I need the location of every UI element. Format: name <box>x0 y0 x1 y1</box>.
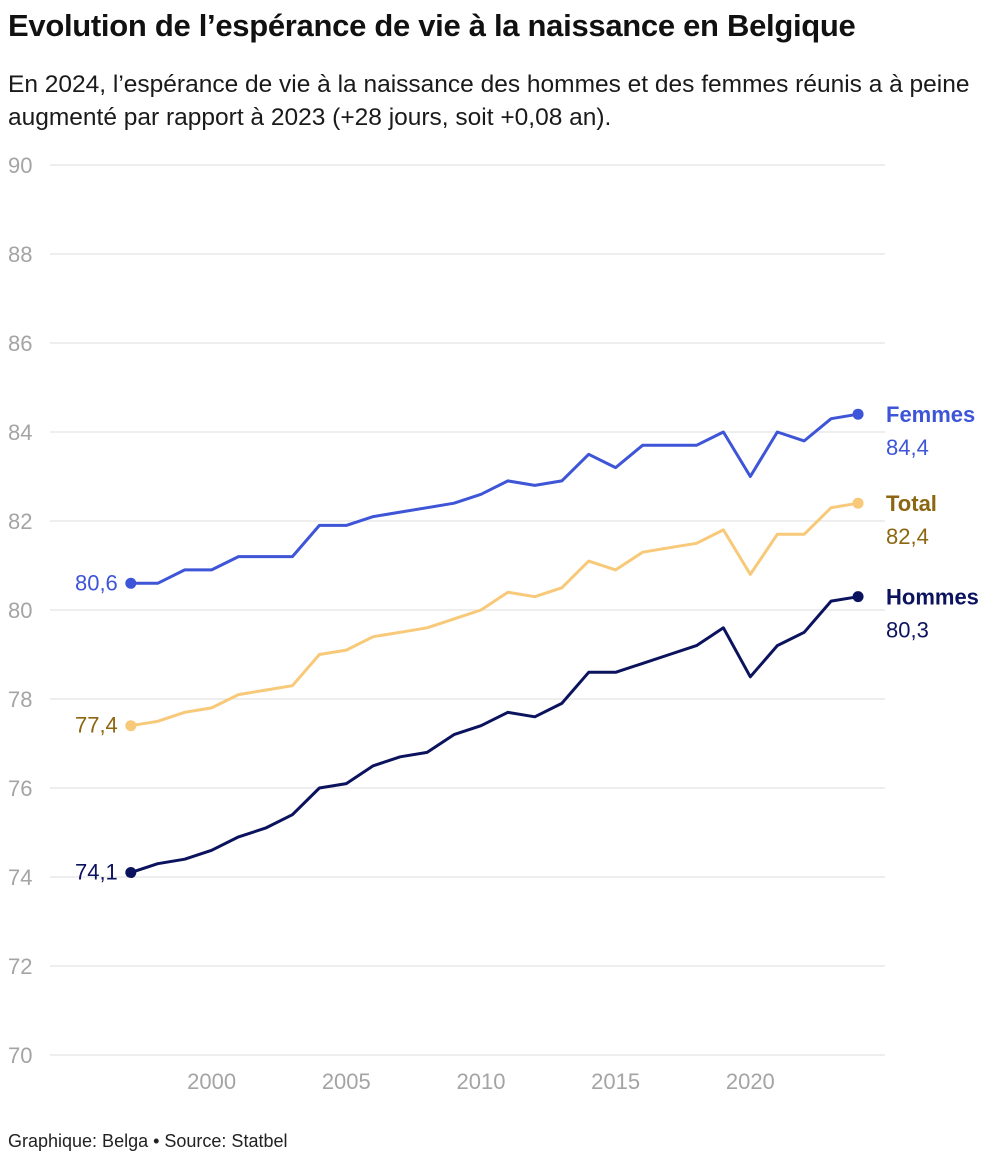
y-axis-ticks: 70 72 74 76 78 80 82 84 86 88 90 <box>8 153 32 1068</box>
y-tick-label-76: 76 <box>8 776 32 801</box>
start-label-total: 77,4 <box>75 713 118 738</box>
chart-subtitle: En 2024, l’espérance de vie à la naissan… <box>8 71 970 131</box>
start-label-hommes: 74,1 <box>75 860 118 885</box>
y-tick-label-84: 84 <box>8 420 32 445</box>
start-label-femmes: 80,6 <box>75 570 118 595</box>
series-lines <box>125 408 864 879</box>
y-tick-label-90: 90 <box>8 153 32 178</box>
end-point-femmes <box>852 408 864 420</box>
start-point-femmes <box>125 577 137 589</box>
x-tick-label-2005: 2005 <box>322 1069 371 1094</box>
series-name-label-total: Total <box>886 491 937 516</box>
series-name-label-femmes: Femmes <box>886 402 975 427</box>
x-axis-ticks: 2000 2005 2010 2015 2020 <box>187 1069 775 1094</box>
x-tick-label-2020: 2020 <box>726 1069 775 1094</box>
series-line-femmes <box>129 412 860 585</box>
start-point-hommes <box>125 867 137 879</box>
x-tick-label-2000: 2000 <box>187 1069 236 1094</box>
series-line-total <box>129 501 860 728</box>
series-labels: 80,6 Femmes 84,4 77,4 Total 82,4 74,1 Hommes 80,… <box>75 402 979 884</box>
y-tick-label-86: 86 <box>8 331 32 356</box>
chart-source-footer: Graphique: Belga • Source: Statbel <box>8 1131 288 1151</box>
y-tick-label-82: 82 <box>8 509 32 534</box>
y-tick-label-78: 78 <box>8 687 32 712</box>
end-point-hommes <box>852 591 864 603</box>
x-tick-label-2010: 2010 <box>456 1069 505 1094</box>
start-point-total <box>125 720 137 732</box>
y-tick-label-74: 74 <box>8 865 32 890</box>
y-tick-label-70: 70 <box>8 1043 32 1068</box>
end-label-femmes: 84,4 <box>886 435 929 460</box>
series-line-hommes <box>129 595 860 875</box>
y-tick-label-80: 80 <box>8 598 32 623</box>
gridlines <box>50 164 885 1056</box>
y-tick-label-72: 72 <box>8 954 32 979</box>
end-point-total <box>852 497 864 509</box>
chart-title: Evolution de l’espérance de vie à la nai… <box>8 8 856 43</box>
series-name-label-hommes: Hommes <box>886 585 979 610</box>
end-label-total: 82,4 <box>886 524 929 549</box>
x-tick-label-2015: 2015 <box>591 1069 640 1094</box>
end-label-hommes: 80,3 <box>886 618 929 643</box>
y-tick-label-88: 88 <box>8 242 32 267</box>
